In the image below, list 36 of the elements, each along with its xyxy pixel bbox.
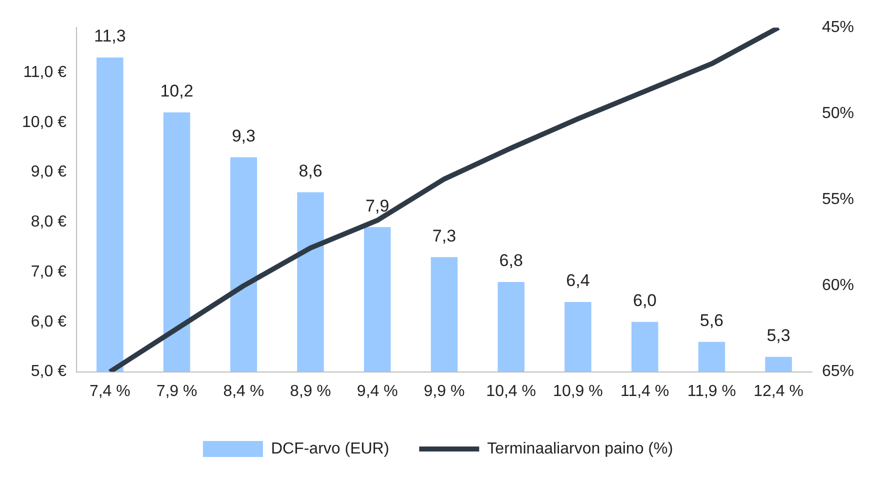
data-label: 6,8 [499,251,523,270]
x-tick-label: 11,4 % [620,382,670,400]
x-tick-label: 10,4 % [486,382,536,400]
x-tick-label: 9,4 % [356,382,398,400]
y2-tick-label: 65% [822,363,854,380]
data-label: 11,3 [94,26,126,46]
x-tick-label: 8,9 % [290,382,331,400]
data-label: 10,2 [160,82,194,101]
y2-tick-label: 50% [822,105,854,122]
data-label: 6,0 [633,291,657,310]
y-tick-label: 6,0 € [30,313,67,330]
data-label: 7,9 [366,196,390,216]
y-tick-label: 9,0 € [30,164,67,181]
legend-label: DCF-arvo (EUR) [270,440,390,458]
y-tick-label: 11,0 € [23,64,67,81]
x-tick-label: 7,4 % [89,382,130,400]
data-label: 8,6 [298,161,322,180]
x-tick-label: 7,9 % [156,382,198,400]
data-label: 5,6 [700,311,724,330]
data-label: 9,3 [232,126,256,146]
x-tick-label: 9,9 % [424,382,465,400]
data-label: 6,4 [566,271,590,290]
y2-tick-label: 60% [822,277,854,294]
data-label: 7,3 [432,226,456,246]
y-tick-label: 10,0 € [22,114,67,131]
x-tick-label: 11,9 % [687,382,736,400]
y2-tick-label: 55% [822,191,854,208]
data-label: 5,3 [766,326,790,346]
x-tick-label: 8,4 % [223,382,264,400]
x-tick-label: 10,9 % [553,382,603,400]
x-tick-label: 12,4 % [754,382,804,400]
legend-label: Terminaaliarvon paino (%) [487,440,674,458]
y-tick-label: 8,0 € [30,214,67,231]
y-tick-label: 5,0 € [30,363,67,380]
y-tick-label: 7,0 € [30,263,67,280]
y2-tick-label: 45% [822,19,854,36]
